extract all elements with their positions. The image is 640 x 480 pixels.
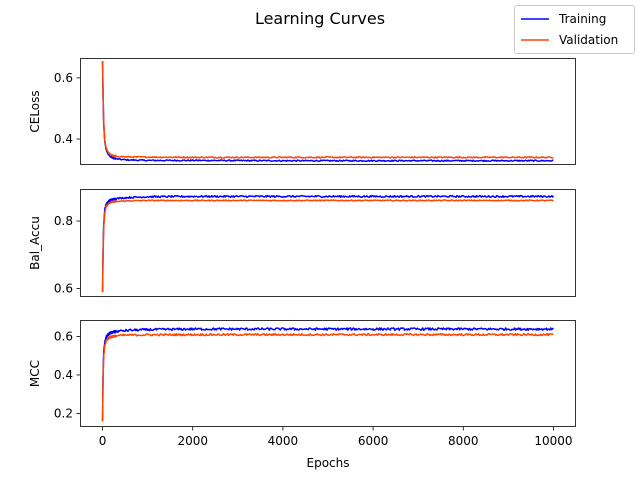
y-tick-label: 0.4 bbox=[54, 368, 73, 382]
y-tick-label: 0.6 bbox=[54, 282, 73, 296]
axes-frame bbox=[80, 58, 576, 165]
x-axis-label: Epochs bbox=[307, 456, 350, 470]
y-axis-label: Bal_Accu bbox=[28, 216, 42, 270]
legend-frame bbox=[514, 5, 635, 54]
subplot-mcc: 0.2 0.4 0.6 MCC 0 2000 4000 6000 8000 10000 bbox=[28, 320, 576, 448]
y-tick-label: 0.6 bbox=[54, 71, 73, 85]
x-tick-label: 2000 bbox=[177, 434, 208, 448]
x-tick-label: 6000 bbox=[358, 434, 389, 448]
series-line-training bbox=[101, 194, 555, 292]
axes-frame bbox=[80, 189, 576, 297]
legend-validation-label: Validation bbox=[559, 33, 618, 47]
axes-frame bbox=[80, 320, 576, 427]
series-line-validation bbox=[101, 199, 554, 292]
subplot-bal-accu: 0.6 0.8 Bal_Accu bbox=[28, 189, 576, 297]
series-line-training bbox=[101, 327, 554, 422]
x-tick-label: 0 bbox=[99, 434, 107, 448]
series-line-validation bbox=[101, 332, 554, 422]
x-tick-label: 10000 bbox=[534, 434, 572, 448]
chart-title: Learning Curves bbox=[255, 9, 385, 28]
subplot-celoss: 0.4 0.6 CELoss bbox=[28, 58, 576, 165]
x-tick-label: 8000 bbox=[448, 434, 479, 448]
subplots-group: 0.4 0.6 CELoss 0.6 0.8 Bal_Accu 0.2 0.4 0.6 MCC 0 2… bbox=[28, 58, 576, 448]
y-tick-label: 0.8 bbox=[54, 214, 73, 228]
x-tick-label: 4000 bbox=[268, 434, 299, 448]
series-line-training bbox=[101, 61, 554, 163]
legend: Training Validation bbox=[514, 5, 635, 54]
legend-training-label: Training bbox=[558, 12, 606, 26]
y-axis-label: MCC bbox=[28, 360, 42, 387]
series-line-validation bbox=[101, 61, 554, 159]
y-tick-label: 0.4 bbox=[54, 132, 73, 146]
y-tick-label: 0.6 bbox=[54, 329, 73, 343]
y-axis-label: CELoss bbox=[28, 90, 42, 132]
y-tick-label: 0.2 bbox=[54, 407, 73, 421]
